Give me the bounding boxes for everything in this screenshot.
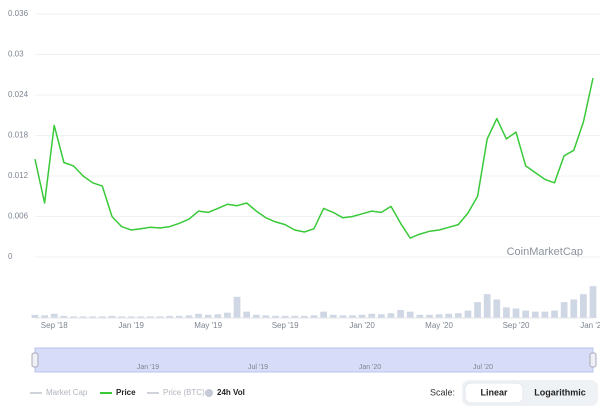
volume-bar — [252, 314, 260, 318]
volume-bar — [358, 314, 366, 318]
volume-bar — [589, 286, 597, 318]
scale-label: Scale: — [430, 387, 455, 397]
navigator-label: Jan '19 — [137, 364, 159, 371]
volume-bar — [483, 294, 491, 318]
volume-bar — [368, 313, 376, 318]
volume-bar — [464, 310, 472, 318]
legend-label[interactable]: Price (BTC) — [163, 388, 205, 397]
navigator-handle[interactable] — [589, 352, 597, 368]
price-line — [34, 77, 594, 239]
volume-bar — [70, 316, 77, 318]
volume-bar — [522, 310, 530, 318]
x-tick-label: May '19 — [194, 321, 222, 330]
x-tick-label: May '20 — [425, 321, 453, 330]
volume-bar — [108, 315, 116, 318]
volume-bar — [137, 316, 145, 318]
volume-bar — [89, 316, 97, 318]
volume-bar — [233, 296, 241, 318]
volume-bar — [551, 310, 558, 318]
volume-bar — [426, 314, 433, 318]
y-tick-label: 0 — [8, 252, 13, 261]
y-tick-label: 0.024 — [8, 90, 29, 99]
volume-bar — [310, 315, 318, 318]
volume-bar — [387, 313, 395, 318]
y-tick-label: 0.012 — [8, 171, 29, 180]
volume-bar — [580, 294, 587, 318]
volume-bar — [454, 313, 462, 318]
volume-bar — [349, 315, 356, 318]
volume-bar — [416, 314, 424, 318]
volume-bar — [301, 315, 308, 318]
volume-bar — [435, 314, 443, 318]
x-tick-label: Jan '21 — [580, 321, 600, 330]
volume-bar — [41, 315, 48, 318]
volume-bar — [79, 316, 87, 318]
volume-bar — [166, 315, 174, 318]
volume-bar — [147, 316, 154, 318]
navigator-label: Jul '19 — [248, 364, 268, 371]
volume-bar — [60, 315, 68, 318]
volume-bar — [397, 310, 404, 318]
legend-label[interactable]: Price — [116, 388, 136, 397]
volume-bar — [50, 313, 58, 318]
navigator-range[interactable] — [34, 347, 594, 373]
legend-label[interactable]: Market Cap — [46, 388, 88, 397]
y-tick-label: 0.036 — [8, 9, 29, 18]
x-tick-label: Sep '19 — [272, 321, 299, 330]
x-tick-label: Jan '19 — [118, 321, 144, 330]
volume-bar — [98, 316, 106, 318]
volume-bar — [195, 313, 202, 318]
volume-bar — [156, 316, 164, 318]
y-tick-label: 0.006 — [8, 212, 29, 221]
volume-bar — [339, 315, 347, 318]
volume-bar — [512, 308, 520, 318]
volume-bar — [560, 302, 568, 318]
volume-bar — [224, 312, 231, 318]
scale-option[interactable]: Linear — [480, 387, 508, 397]
volume-bar — [445, 313, 453, 318]
volume-bar — [320, 311, 327, 318]
x-tick-label: Jan '20 — [349, 321, 375, 330]
legend-marker[interactable] — [205, 389, 213, 397]
volume-bar — [281, 315, 289, 318]
volume-bar — [291, 315, 299, 318]
navigator-label: Jul '20 — [473, 364, 493, 371]
y-tick-label: 0.018 — [8, 131, 29, 140]
y-tick-label: 0.03 — [8, 50, 24, 59]
volume-bar — [377, 314, 385, 318]
volume-bar — [31, 314, 39, 318]
volume-bar — [541, 311, 549, 318]
volume-bar — [474, 302, 481, 318]
x-tick-label: Sep '18 — [41, 321, 68, 330]
scale-option[interactable]: Logarithmic — [534, 387, 586, 397]
volume-bar — [243, 311, 251, 318]
volume-bar — [531, 311, 539, 318]
volume-bar — [175, 315, 183, 318]
volume-bar — [118, 316, 125, 318]
volume-bar — [329, 314, 337, 318]
volume-bar — [406, 311, 414, 318]
scale-active[interactable] — [464, 382, 524, 404]
volume-bar — [570, 299, 578, 318]
volume-bar — [185, 315, 193, 318]
volume-bar — [493, 299, 501, 318]
legend-label[interactable]: 24h Vol — [217, 388, 245, 397]
navigator-label: Jan '20 — [359, 364, 381, 371]
volume-bar — [127, 316, 135, 318]
x-tick-label: Sep '20 — [503, 321, 530, 330]
volume-bar — [272, 315, 279, 318]
navigator-handle[interactable] — [31, 352, 39, 368]
volume-bar — [204, 314, 212, 318]
volume-bar — [214, 314, 222, 318]
volume-bar — [503, 307, 510, 318]
volume-bar — [262, 315, 270, 318]
watermark: CoinMarketCap — [507, 246, 583, 258]
